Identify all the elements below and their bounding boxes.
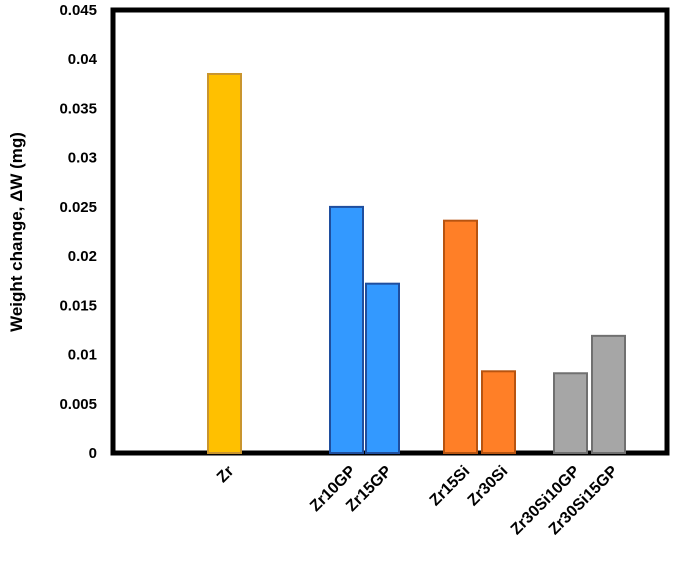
- y-tick-label: 0: [89, 445, 97, 462]
- y-tick-label: 0.035: [59, 100, 97, 117]
- bar-zr15si: [443, 219, 478, 454]
- y-axis-ticks: 0 0.005 0.01 0.015 0.02 0.025 0.03 0.035 0.04 0.0…: [59, 2, 97, 462]
- y-tick-label: 0.025: [59, 199, 97, 216]
- x-category-label: Zr: [214, 463, 237, 486]
- bar-zr15gp: [365, 282, 400, 455]
- y-axis-title: Weight change, ΔW (mg): [7, 132, 26, 332]
- bar-zr: [207, 72, 242, 454]
- y-tick-label: 0.02: [68, 248, 97, 265]
- bar-zr30si: [481, 370, 516, 454]
- x-category-label: Zr15Si: [427, 463, 474, 510]
- bar-zr10gp: [329, 205, 364, 454]
- y-tick-label: 0.045: [59, 2, 97, 19]
- y-tick-label: 0.005: [59, 396, 97, 413]
- bar-zr30si10gp: [553, 372, 588, 455]
- y-tick-label: 0.01: [68, 347, 97, 364]
- x-category-label: Zr30Si: [465, 463, 512, 510]
- y-tick-label: 0.04: [68, 51, 98, 68]
- y-tick-label: 0.03: [68, 150, 97, 167]
- bars: [207, 72, 626, 455]
- y-tick-label: 0.015: [59, 297, 97, 314]
- bar-zr30si15gp: [591, 334, 626, 454]
